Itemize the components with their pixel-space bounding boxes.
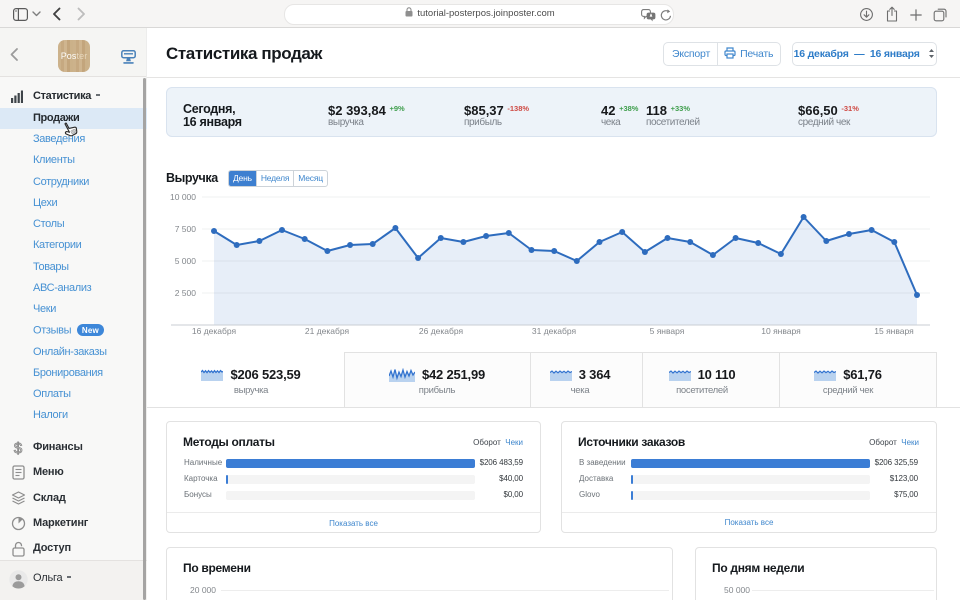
svg-text:5 января: 5 января (650, 326, 685, 336)
svg-text:21 декабря: 21 декабря (305, 326, 350, 336)
svg-text:10 000: 10 000 (170, 192, 196, 202)
svg-text:7 500: 7 500 (175, 224, 197, 234)
svg-text:16 декабря: 16 декабря (192, 326, 237, 336)
svg-text:10 января: 10 января (761, 326, 801, 336)
svg-text:15 января: 15 января (874, 326, 914, 336)
svg-text:$: $ (14, 440, 23, 456)
svg-text:31 декабря: 31 декабря (532, 326, 577, 336)
svg-text:26 декабря: 26 декабря (419, 326, 464, 336)
svg-text:2 500: 2 500 (175, 288, 197, 298)
svg-text:5 000: 5 000 (175, 256, 197, 266)
